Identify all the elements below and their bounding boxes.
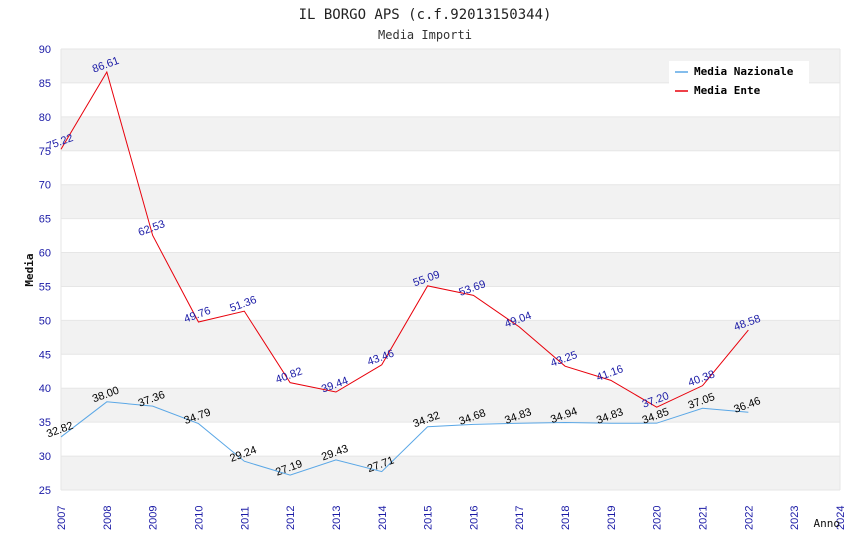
x-tick-label: 2007 xyxy=(56,506,68,530)
legend-box xyxy=(669,61,809,101)
x-tick-label: 2010 xyxy=(193,506,205,530)
y-tick-label: 50 xyxy=(39,315,51,327)
y-axis-label: Media xyxy=(23,253,36,286)
x-tick-label: 2016 xyxy=(468,506,480,530)
data-label: 62.53 xyxy=(137,218,167,239)
y-tick-label: 55 xyxy=(39,281,51,293)
series-lines xyxy=(60,70,749,476)
x-tick-label: 2009 xyxy=(148,506,160,530)
grid-band xyxy=(61,252,840,287)
series-line-ente xyxy=(60,70,749,408)
y-tick-label: 90 xyxy=(39,44,51,56)
x-tick-label: 2012 xyxy=(285,506,297,530)
y-tick-label: 65 xyxy=(39,214,51,226)
y-tick-label: 35 xyxy=(39,417,51,429)
x-tick-label: 2017 xyxy=(514,506,526,530)
grid-lines xyxy=(60,48,841,491)
data-label: 40.82 xyxy=(274,366,304,387)
x-tick-label: 2023 xyxy=(789,506,801,530)
x-tick-label: 2018 xyxy=(560,506,572,530)
y-tick-label: 45 xyxy=(39,349,51,361)
x-tick-label: 2024 xyxy=(835,506,847,530)
grid-band xyxy=(61,184,840,219)
x-tick-label: 2015 xyxy=(423,506,435,530)
chart-subtitle: Media Importi xyxy=(378,28,472,42)
x-tick-label: 2019 xyxy=(606,506,618,530)
grid-band xyxy=(61,456,840,490)
x-axis-ticks: 2007 2008 2009 2010 2011 2012 2013 2014 2015 2016… xyxy=(56,506,847,530)
y-tick-label: 40 xyxy=(39,383,51,395)
y-tick-label: 75 xyxy=(39,146,51,158)
y-axis-ticks: 25 30 35 40 45 50 55 60 65 70 75 80 85 90 xyxy=(39,44,51,497)
grid-bands xyxy=(61,49,840,490)
x-tick-label: 2014 xyxy=(377,506,389,530)
x-tick-label: 2021 xyxy=(698,506,710,530)
grid-band xyxy=(61,388,840,423)
y-tick-label: 70 xyxy=(39,180,51,192)
x-tick-label: 2011 xyxy=(239,506,251,530)
x-tick-label: 2022 xyxy=(743,506,755,530)
legend: Media Nazionale Media Ente xyxy=(669,61,809,101)
data-label: 41.16 xyxy=(595,363,625,384)
y-tick-label: 30 xyxy=(39,451,51,463)
y-tick-label: 85 xyxy=(39,78,51,90)
legend-label-ente: Media Ente xyxy=(694,84,761,97)
legend-label-nazionale: Media Nazionale xyxy=(694,65,794,78)
x-tick-label: 2020 xyxy=(652,506,664,530)
chart-title: IL BORGO APS (c.f.92013150344) xyxy=(299,7,552,23)
x-tick-label: 2013 xyxy=(331,506,343,530)
y-tick-label: 25 xyxy=(39,485,51,497)
y-tick-label: 80 xyxy=(39,112,51,124)
x-tick-label: 2008 xyxy=(102,506,114,530)
grid-band xyxy=(61,320,840,355)
x-axis-label: Anno xyxy=(814,517,841,530)
grid-band xyxy=(61,116,840,151)
y-tick-label: 60 xyxy=(39,248,51,260)
series-line-nazionale xyxy=(60,401,749,476)
